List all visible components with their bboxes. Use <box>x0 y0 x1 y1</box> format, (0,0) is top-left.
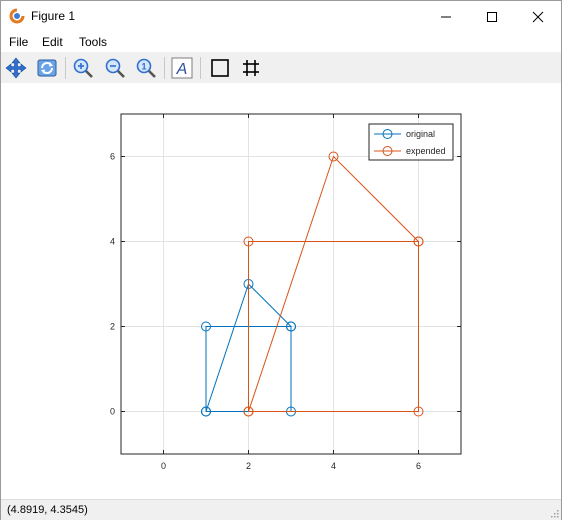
text-a-icon: A <box>171 57 193 79</box>
legend-marker-expended <box>382 146 393 156</box>
menu-edit[interactable]: Edit <box>42 35 63 49</box>
toolbar: 1 A <box>1 52 561 83</box>
cursor-coordinates: (4.8919, 4.3545) <box>7 504 88 516</box>
zoom-out-button[interactable] <box>102 55 128 81</box>
status-bar: (4.8919, 4.3545) <box>1 499 561 520</box>
plot-svg[interactable]: 0 2 4 6 0 2 4 6 original expended <box>1 83 561 499</box>
title-bar: Figure 1 <box>1 1 561 32</box>
data-point-original <box>201 406 211 417</box>
legend-box <box>368 123 454 161</box>
axes-box-button[interactable] <box>207 55 233 81</box>
maximize-button[interactable] <box>469 1 515 32</box>
legend-marker-original <box>382 129 393 139</box>
grid-button[interactable] <box>238 55 264 81</box>
close-button[interactable] <box>515 1 561 32</box>
zoom-reset-icon: 1 <box>136 58 156 78</box>
x-tick-label: 4 <box>331 461 336 471</box>
y-tick-label: 2 <box>110 322 115 332</box>
figure-canvas[interactable]: 0 2 4 6 0 2 4 6 original expended <box>1 83 561 499</box>
move-arrows-icon <box>5 57 27 79</box>
close-icon <box>532 11 544 22</box>
x-tick-label: 6 <box>416 461 421 471</box>
x-tick-label: 0 <box>161 461 166 471</box>
rotate-button[interactable] <box>34 55 60 81</box>
zoom-reset-button[interactable]: 1 <box>133 55 159 81</box>
legend[interactable]: original expended <box>368 123 454 161</box>
data-point-original <box>286 321 296 332</box>
maximize-icon <box>487 11 497 22</box>
menu-tools[interactable]: Tools <box>79 35 108 49</box>
minimize-icon <box>441 16 451 17</box>
y-tick-label: 4 <box>110 237 115 247</box>
minimize-button[interactable] <box>423 1 469 32</box>
axis-ticks: 0 2 4 6 0 2 4 6 <box>110 114 461 471</box>
svg-text:1: 1 <box>141 62 146 72</box>
window-title: Figure 1 <box>31 9 76 23</box>
data-point-expended <box>328 151 339 162</box>
data-point-expended <box>413 406 424 417</box>
rotate-icon <box>37 59 57 77</box>
toolbar-separator <box>65 57 66 79</box>
pan-button[interactable] <box>3 55 29 81</box>
toolbar-separator <box>164 57 165 79</box>
text-button[interactable]: A <box>169 55 195 81</box>
svg-text:A: A <box>176 61 188 78</box>
grid-icon <box>243 60 259 76</box>
zoom-out-icon <box>105 58 125 78</box>
series-group <box>201 151 424 417</box>
menu-bar: File Edit Tools <box>1 32 561 52</box>
toolbar-separator <box>200 57 201 79</box>
axes-frame <box>120 113 462 455</box>
zoom-in-button[interactable] <box>70 55 96 81</box>
data-point-expended <box>243 236 254 247</box>
menu-file[interactable]: File <box>9 35 29 49</box>
resize-grip-icon[interactable] <box>549 508 559 518</box>
box-icon <box>211 59 229 77</box>
data-point-original <box>201 321 211 332</box>
series-line-expended <box>248 155 419 412</box>
legend-label-expended: expended <box>406 146 446 156</box>
data-point-expended <box>243 406 254 417</box>
x-tick-label: 2 <box>246 461 251 471</box>
legend-label-original: original <box>406 129 435 139</box>
y-tick-label: 0 <box>110 407 115 417</box>
octave-logo-icon <box>9 8 25 24</box>
data-point-expended <box>413 236 424 247</box>
zoom-in-icon <box>73 58 93 78</box>
y-tick-label: 6 <box>110 152 115 162</box>
